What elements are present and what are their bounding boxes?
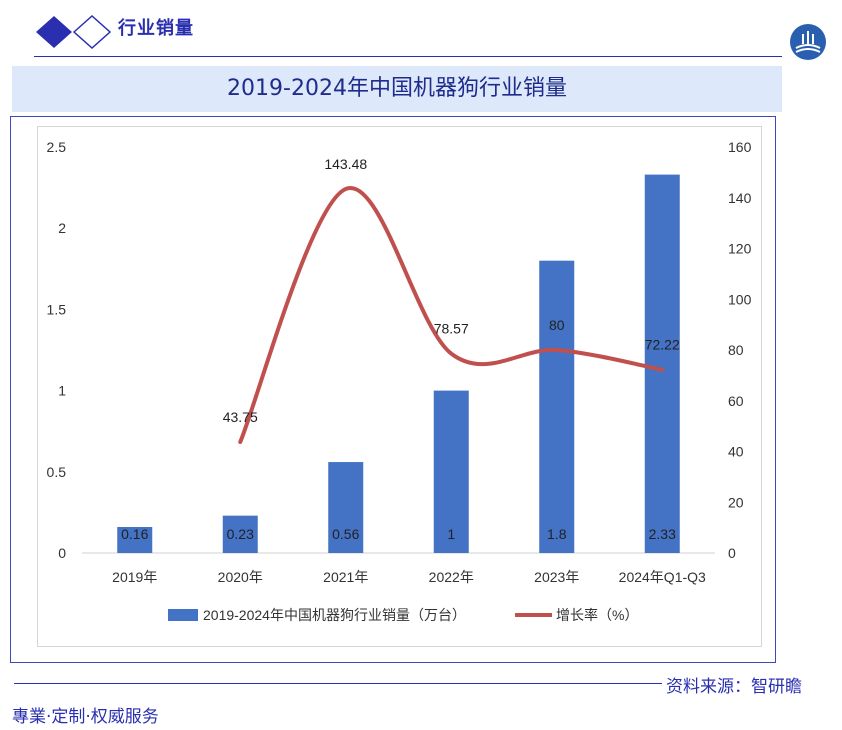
y-left-tick-label: 1 <box>58 383 66 399</box>
bar-data-label: 2.33 <box>649 526 676 542</box>
y-left-tick-label: 0.5 <box>47 464 67 480</box>
bar <box>433 390 469 553</box>
bar-data-label: 0.56 <box>332 526 359 542</box>
line-data-label: 43.75 <box>223 409 258 425</box>
x-tick-label: 2021年 <box>323 569 368 585</box>
y-right-tick-label: 60 <box>728 393 744 409</box>
line-data-label: 78.57 <box>434 321 469 337</box>
line-data-label: 80 <box>549 317 565 333</box>
source-divider <box>14 683 662 684</box>
chart-plot-frame <box>37 126 762 647</box>
bar <box>539 260 575 553</box>
chart-title-band <box>12 66 782 112</box>
bar-data-label: 0.16 <box>121 526 148 542</box>
source-text: 资料来源：智研瞻 <box>666 677 802 697</box>
y-left-tick-label: 0 <box>58 545 66 561</box>
header-divider <box>34 56 782 57</box>
header-diamond-logo <box>34 14 114 50</box>
legend-label-line: 增长率（%） <box>556 607 638 623</box>
y-right-tick-label: 0 <box>728 545 736 561</box>
legend-swatch-bar <box>168 609 198 621</box>
x-tick-label: 2023年 <box>534 569 579 585</box>
x-tick-label: 2024年Q1-Q3 <box>619 569 706 585</box>
chart-title: 2019-2024年中国机器狗行业销量 <box>227 76 567 101</box>
bar-data-label: 1.8 <box>547 526 567 542</box>
y-right-tick-label: 100 <box>728 291 752 307</box>
y-right-tick-label: 120 <box>728 241 752 257</box>
bar <box>117 527 153 553</box>
bar-data-label: 1 <box>447 526 455 542</box>
y-left-tick-label: 2 <box>58 220 66 236</box>
y-right-tick-label: 20 <box>728 494 744 510</box>
y-right-tick-label: 80 <box>728 342 744 358</box>
footer-slogan: 專業·定制·权威服务 <box>12 707 159 727</box>
legend-label-bar: 2019-2024年中国机器狗行业销量（万台） <box>203 607 466 623</box>
y-left-tick-label: 2.5 <box>47 139 67 155</box>
y-right-tick-label: 160 <box>728 139 752 155</box>
x-tick-label: 2019年 <box>112 569 157 585</box>
bar <box>328 462 364 553</box>
bar <box>644 174 680 553</box>
chart-outer-frame <box>10 116 776 663</box>
y-right-tick-label: 140 <box>728 190 752 206</box>
line-data-label: 143.48 <box>324 156 367 172</box>
y-left-tick-label: 1.5 <box>47 301 67 317</box>
brand-logo-icon <box>788 22 828 62</box>
growth-rate-line <box>238 186 665 444</box>
x-tick-label: 2022年 <box>429 569 474 585</box>
bar-data-label: 0.23 <box>227 526 254 542</box>
y-right-tick-label: 40 <box>728 444 744 460</box>
x-tick-label: 2020年 <box>218 569 263 585</box>
line-data-label: 72.22 <box>645 337 680 353</box>
section-title: 行业销量 <box>118 18 194 39</box>
bar <box>222 515 258 553</box>
